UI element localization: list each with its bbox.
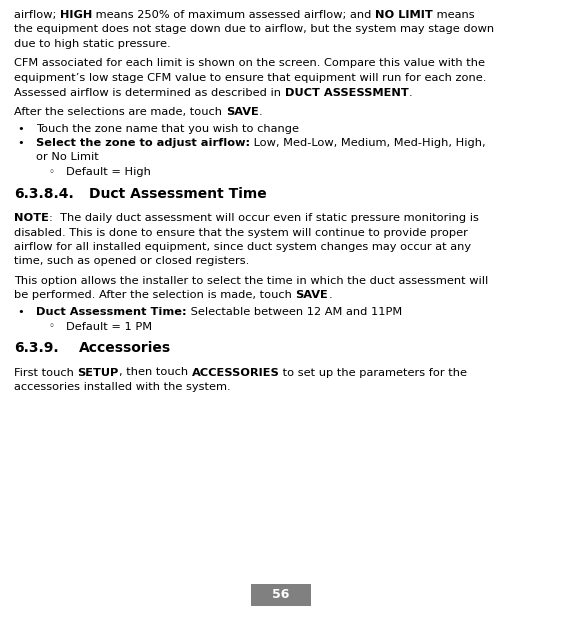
Text: the equipment does not stage down due to airflow, but the system may stage down: the equipment does not stage down due to… [14, 25, 494, 34]
Text: Low, Med‑Low, Medium, Med‑High, High,: Low, Med‑Low, Medium, Med‑High, High, [250, 138, 486, 148]
Text: HIGH: HIGH [60, 10, 92, 20]
Text: Assessed airflow is determined as described in: Assessed airflow is determined as descri… [14, 88, 284, 97]
Text: .: . [259, 107, 262, 117]
Text: NO LIMIT: NO LIMIT [375, 10, 433, 20]
Text: This option allows the installer to select the time in which the duct assessment: This option allows the installer to sele… [14, 276, 488, 286]
Text: •: • [17, 123, 24, 134]
Text: airflow for all installed equipment, since duct system changes may occur at any: airflow for all installed equipment, sin… [14, 242, 471, 252]
Text: time, such as opened or closed registers.: time, such as opened or closed registers… [14, 256, 250, 266]
Text: Default = High: Default = High [66, 167, 151, 177]
Text: Touch the zone name that you wish to change: Touch the zone name that you wish to cha… [36, 123, 299, 134]
Text: means 250% of maximum assessed airflow; and: means 250% of maximum assessed airflow; … [92, 10, 375, 20]
Text: 6.3.8.4.: 6.3.8.4. [14, 186, 74, 200]
Text: to set up the parameters for the: to set up the parameters for the [279, 368, 468, 378]
Text: First touch: First touch [14, 368, 78, 378]
Text: Selectable between 12 AM and 11PM: Selectable between 12 AM and 11PM [187, 307, 402, 317]
Text: be performed. After the selection is made, touch: be performed. After the selection is mad… [14, 291, 296, 300]
Text: 56: 56 [273, 588, 289, 602]
Text: Default = 1 PM: Default = 1 PM [66, 322, 152, 331]
Text: .: . [328, 291, 332, 300]
Text: due to high static pressure.: due to high static pressure. [14, 39, 171, 49]
Text: ◦: ◦ [49, 167, 55, 177]
Text: means: means [433, 10, 475, 20]
Text: Duct Assessment Time: Duct Assessment Time [89, 186, 267, 200]
Text: Accessories: Accessories [79, 341, 171, 355]
Text: equipment’s low stage CFM value to ensure that equipment will run for each zone.: equipment’s low stage CFM value to ensur… [14, 73, 486, 83]
Text: •: • [17, 138, 24, 148]
Text: After the selections are made, touch: After the selections are made, touch [14, 107, 225, 117]
Text: 6.3.9.: 6.3.9. [14, 341, 58, 355]
Text: ACCESSORIES: ACCESSORIES [192, 368, 279, 378]
Text: SAVE: SAVE [296, 291, 328, 300]
Text: disabled. This is done to ensure that the system will continue to provide proper: disabled. This is done to ensure that th… [14, 228, 468, 237]
Text: DUCT ASSESSMENT: DUCT ASSESSMENT [284, 88, 409, 97]
Text: .: . [409, 88, 412, 97]
Text: NOTE: NOTE [14, 213, 49, 223]
Text: SAVE: SAVE [225, 107, 259, 117]
Text: Select the zone to adjust airflow:: Select the zone to adjust airflow: [36, 138, 250, 148]
Text: ◦: ◦ [49, 322, 55, 331]
Text: :  The daily duct assessment will occur even if static pressure monitoring is: : The daily duct assessment will occur e… [49, 213, 479, 223]
Text: •: • [17, 307, 24, 317]
FancyBboxPatch shape [251, 584, 311, 606]
Text: Duct Assessment Time:: Duct Assessment Time: [36, 307, 187, 317]
Text: accessories installed with the system.: accessories installed with the system. [14, 382, 230, 392]
Text: airflow;: airflow; [14, 10, 60, 20]
Text: SETUP: SETUP [78, 368, 119, 378]
Text: , then touch: , then touch [119, 368, 192, 378]
Text: CFM associated for each limit is shown on the screen. Compare this value with th: CFM associated for each limit is shown o… [14, 59, 485, 69]
Text: or No Limit: or No Limit [36, 153, 99, 163]
